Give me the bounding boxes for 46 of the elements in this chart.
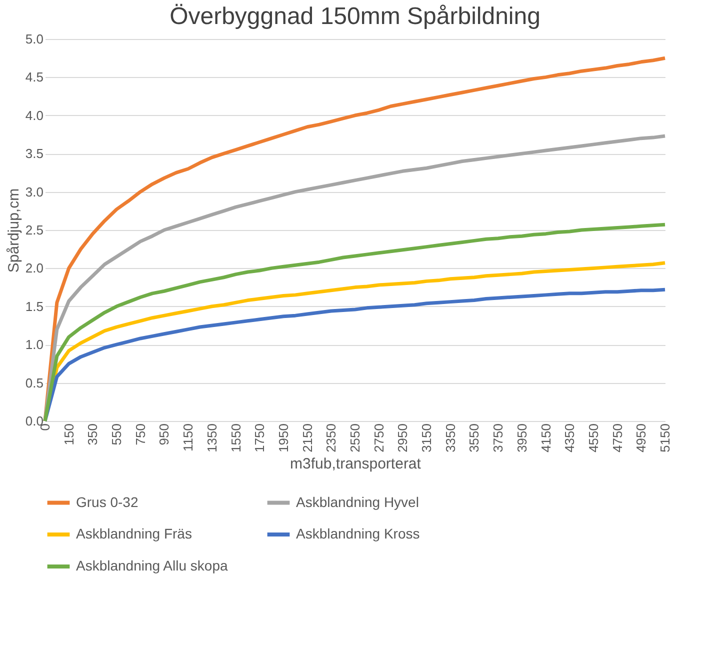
y-tick-label: 4.0	[25, 108, 44, 123]
x-tick-label: 3550	[466, 424, 482, 452]
line-series	[43, 288, 667, 423]
legend-label: Askblandning Allu skopa	[76, 558, 228, 574]
x-tick-label: 4550	[586, 424, 601, 452]
x-tick-label: 2750	[371, 424, 386, 452]
y-tick-label: 0.5	[25, 375, 44, 390]
x-tick-label: 4750	[610, 424, 625, 452]
x-tick-label: 2350	[324, 424, 339, 452]
y-tick-label: 2.0	[25, 260, 44, 276]
y-tick-label: 1.5	[25, 298, 44, 314]
x-tick-label: 1950	[276, 424, 291, 452]
x-tick-label: 5150	[658, 424, 672, 452]
x-tick-label: 4950	[634, 424, 649, 452]
x-tick-label: 550	[109, 424, 124, 446]
legend-label: Askblandning Hyvel	[296, 494, 419, 510]
y-tick-label: 5.0	[25, 32, 44, 46]
x-tick-label: 1550	[228, 424, 244, 452]
y-tick-label: 3.0	[25, 184, 44, 200]
x-tick-label: 950	[156, 424, 172, 446]
y-tick-label: 2.5	[25, 222, 44, 238]
x-tick-label: 3350	[442, 424, 458, 452]
y-tick-label: 3.5	[25, 146, 44, 162]
x-tick-label: 1150	[180, 424, 196, 452]
x-tick-label: 3150	[419, 424, 434, 452]
x-tick-label: 2950	[395, 424, 410, 452]
x-tick-label: 2550	[348, 424, 362, 452]
x-tick-label: 2150	[300, 424, 315, 452]
line-series	[43, 222, 667, 423]
x-axis-title: m3fub,transporterat	[290, 455, 422, 472]
legend-label: Askblandning Fräs	[76, 526, 192, 542]
x-tick-label: 1350	[204, 424, 220, 452]
y-tick-label: 4.5	[25, 70, 44, 85]
y-axis-title: Spårdjup,cm	[5, 188, 22, 273]
x-tick-label: 750	[132, 424, 148, 446]
legend-label: Grus 0-32	[76, 494, 138, 510]
x-tick-label: 3750	[490, 424, 506, 452]
y-tick-label: 1.0	[25, 337, 44, 352]
x-tick-label: 350	[85, 424, 100, 446]
x-tick-label: 150	[61, 424, 76, 446]
legend-label: Askblandning Kross	[296, 526, 420, 542]
x-tick-label: 1750	[252, 424, 268, 452]
chart-title: Överbyggnad 150mm Spårbildning	[170, 3, 540, 30]
x-tick-label: 4150	[538, 424, 554, 452]
x-tick-label: 3950	[514, 424, 530, 452]
x-tick-label: 4350	[562, 424, 578, 452]
